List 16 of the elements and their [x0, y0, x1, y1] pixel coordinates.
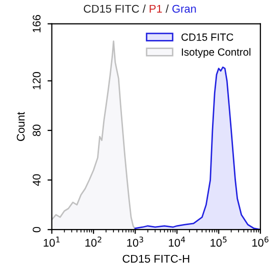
x-tick-label: 10$^{4}$	[168, 236, 186, 247]
x-axis-title: CD15 FITC-H	[122, 254, 190, 263]
x-tick-label: 10$^{6}$	[252, 236, 268, 247]
x-tick-label: 10$^{5}$	[210, 236, 227, 247]
x-tick-label: 10$^{3}$	[127, 236, 144, 247]
y-tick-label: 40	[32, 174, 41, 186]
legend-label: Isotype Control	[182, 48, 250, 58]
x-tick-label: 10$^{2}$	[85, 236, 102, 247]
y-tick-label: 120	[32, 72, 41, 90]
y-tick-label: 166	[32, 15, 41, 32]
y-tick-label: 80	[32, 124, 41, 136]
y-tick-label: 0	[32, 226, 41, 232]
chart-title: CD15 FITC / P1 / Gran	[84, 4, 196, 13]
y-axis-title: Count	[16, 112, 25, 141]
x-tick-label: 10$^{1}$	[44, 236, 60, 247]
legend-label: CD15 FITC	[182, 33, 234, 41]
